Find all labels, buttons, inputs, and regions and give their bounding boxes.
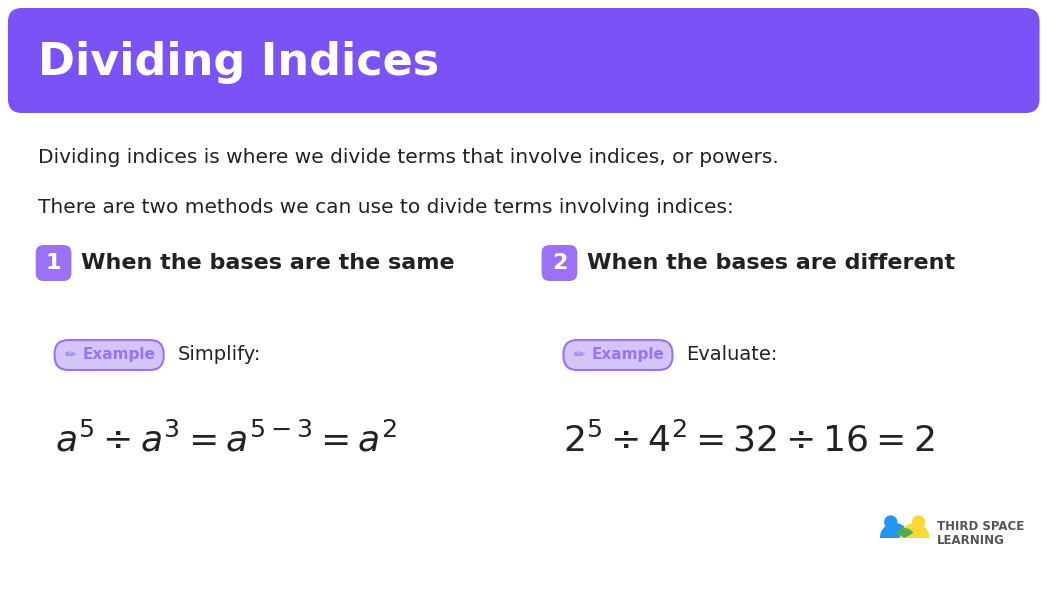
Wedge shape <box>897 528 913 538</box>
Text: 1: 1 <box>45 253 61 273</box>
FancyBboxPatch shape <box>55 340 164 370</box>
FancyBboxPatch shape <box>564 340 673 370</box>
Text: When the bases are the same: When the bases are the same <box>81 253 455 273</box>
Text: Example: Example <box>82 347 155 362</box>
Text: ✏: ✏ <box>64 348 76 362</box>
Text: Simplify:: Simplify: <box>177 346 261 365</box>
Text: Evaluate:: Evaluate: <box>686 346 778 365</box>
Text: THIRD SPACE: THIRD SPACE <box>938 519 1024 533</box>
FancyBboxPatch shape <box>542 245 578 281</box>
Text: When the bases are different: When the bases are different <box>587 253 956 273</box>
Circle shape <box>885 516 897 528</box>
Text: Example: Example <box>591 347 664 362</box>
Text: LEARNING: LEARNING <box>938 534 1005 546</box>
Text: 2: 2 <box>551 253 567 273</box>
Wedge shape <box>900 523 929 538</box>
Text: There are two methods we can use to divide terms involving indices:: There are two methods we can use to divi… <box>38 198 734 217</box>
FancyBboxPatch shape <box>8 8 1039 113</box>
Text: Dividing indices is where we divide terms that involve indices, or powers.: Dividing indices is where we divide term… <box>38 148 778 167</box>
Text: $a^5 \div a^3 = a^{5-3} = a^2$: $a^5 \div a^3 = a^{5-3} = a^2$ <box>55 422 397 458</box>
Text: ✏: ✏ <box>573 348 585 362</box>
Text: $2^5 \div 4^2 = 32 \div 16 = 2$: $2^5 \div 4^2 = 32 \div 16 = 2$ <box>564 422 935 458</box>
Text: Dividing Indices: Dividing Indices <box>38 41 439 83</box>
Circle shape <box>912 516 924 528</box>
Wedge shape <box>880 523 909 538</box>
FancyBboxPatch shape <box>36 245 72 281</box>
